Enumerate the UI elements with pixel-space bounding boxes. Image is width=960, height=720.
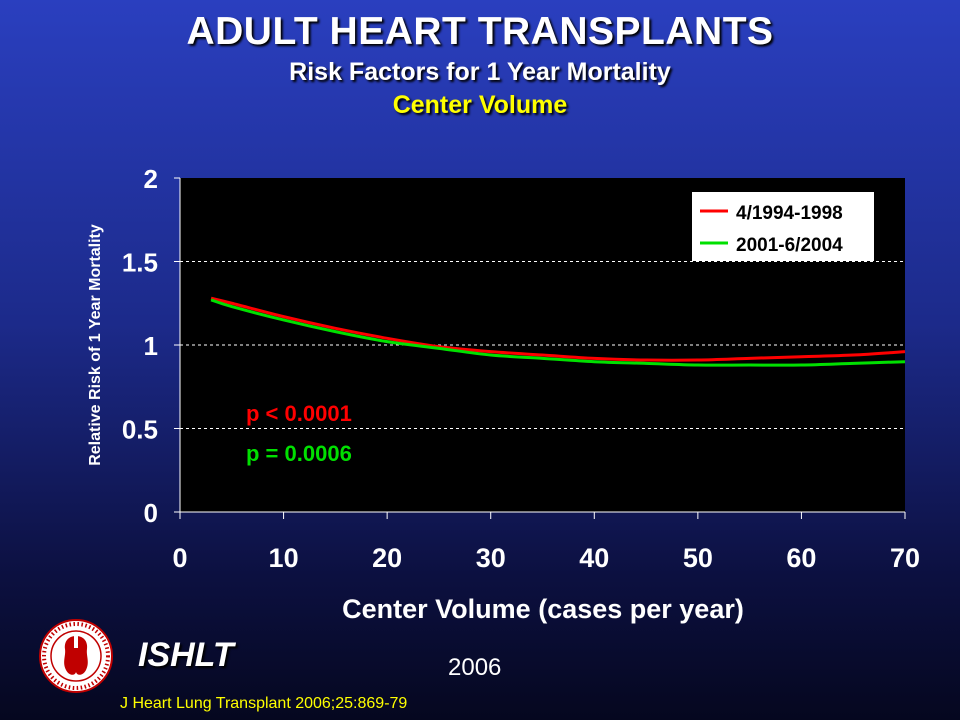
y-tick-label: 0.5 — [122, 415, 158, 445]
grid-lines — [180, 261, 905, 429]
series-line-1 — [210, 296, 906, 362]
p-value-series-1: p < 0.0001 — [246, 401, 352, 426]
ishlt-seal-icon — [38, 618, 114, 699]
y-tick-labels: 0 0.5 1 1.5 2 — [122, 164, 158, 528]
y-tick-label: 0 — [144, 498, 158, 528]
x-tick-label: 30 — [476, 543, 506, 573]
y-tick-label: 1.5 — [122, 248, 158, 278]
legend-label-series-1: 4/1994-1998 — [736, 203, 843, 224]
page-subtitle: Risk Factors for 1 Year Mortality — [289, 58, 671, 86]
x-axis-label: Center Volume (cases per year) — [342, 594, 744, 624]
y-tick-label: 1 — [144, 331, 158, 361]
citation: J Heart Lung Transplant 2006;25:869-79 — [120, 695, 408, 712]
page-title: ADULT HEART TRANSPLANTS — [186, 10, 774, 53]
year-label: 2006 — [448, 654, 502, 681]
x-tick-labels: 0 10 20 30 40 50 60 70 — [172, 543, 920, 573]
x-tick-label: 60 — [786, 543, 816, 573]
legend-label-series-2: 2001-6/2004 — [736, 235, 843, 256]
x-tick-label: 0 — [172, 543, 187, 573]
chart-topic: Center Volume — [392, 91, 568, 119]
series-lines — [210, 296, 906, 367]
x-tick-label: 70 — [890, 543, 920, 573]
x-tick-label: 50 — [683, 543, 713, 573]
x-tick-label: 40 — [579, 543, 609, 573]
legend: 4/1994-1998 2001-6/2004 — [692, 192, 874, 261]
brand-label: ISHLT — [138, 636, 234, 674]
y-axis-label: Relative Risk of 1 Year Mortality — [87, 224, 104, 466]
x-tick-label: 20 — [372, 543, 402, 573]
y-tick-label: 2 — [144, 164, 158, 194]
x-tick-label: 10 — [269, 543, 299, 573]
legend-box — [692, 192, 874, 261]
series-line-2 — [210, 298, 906, 367]
axes — [174, 177, 906, 519]
p-value-series-2: p = 0.0006 — [246, 441, 352, 466]
